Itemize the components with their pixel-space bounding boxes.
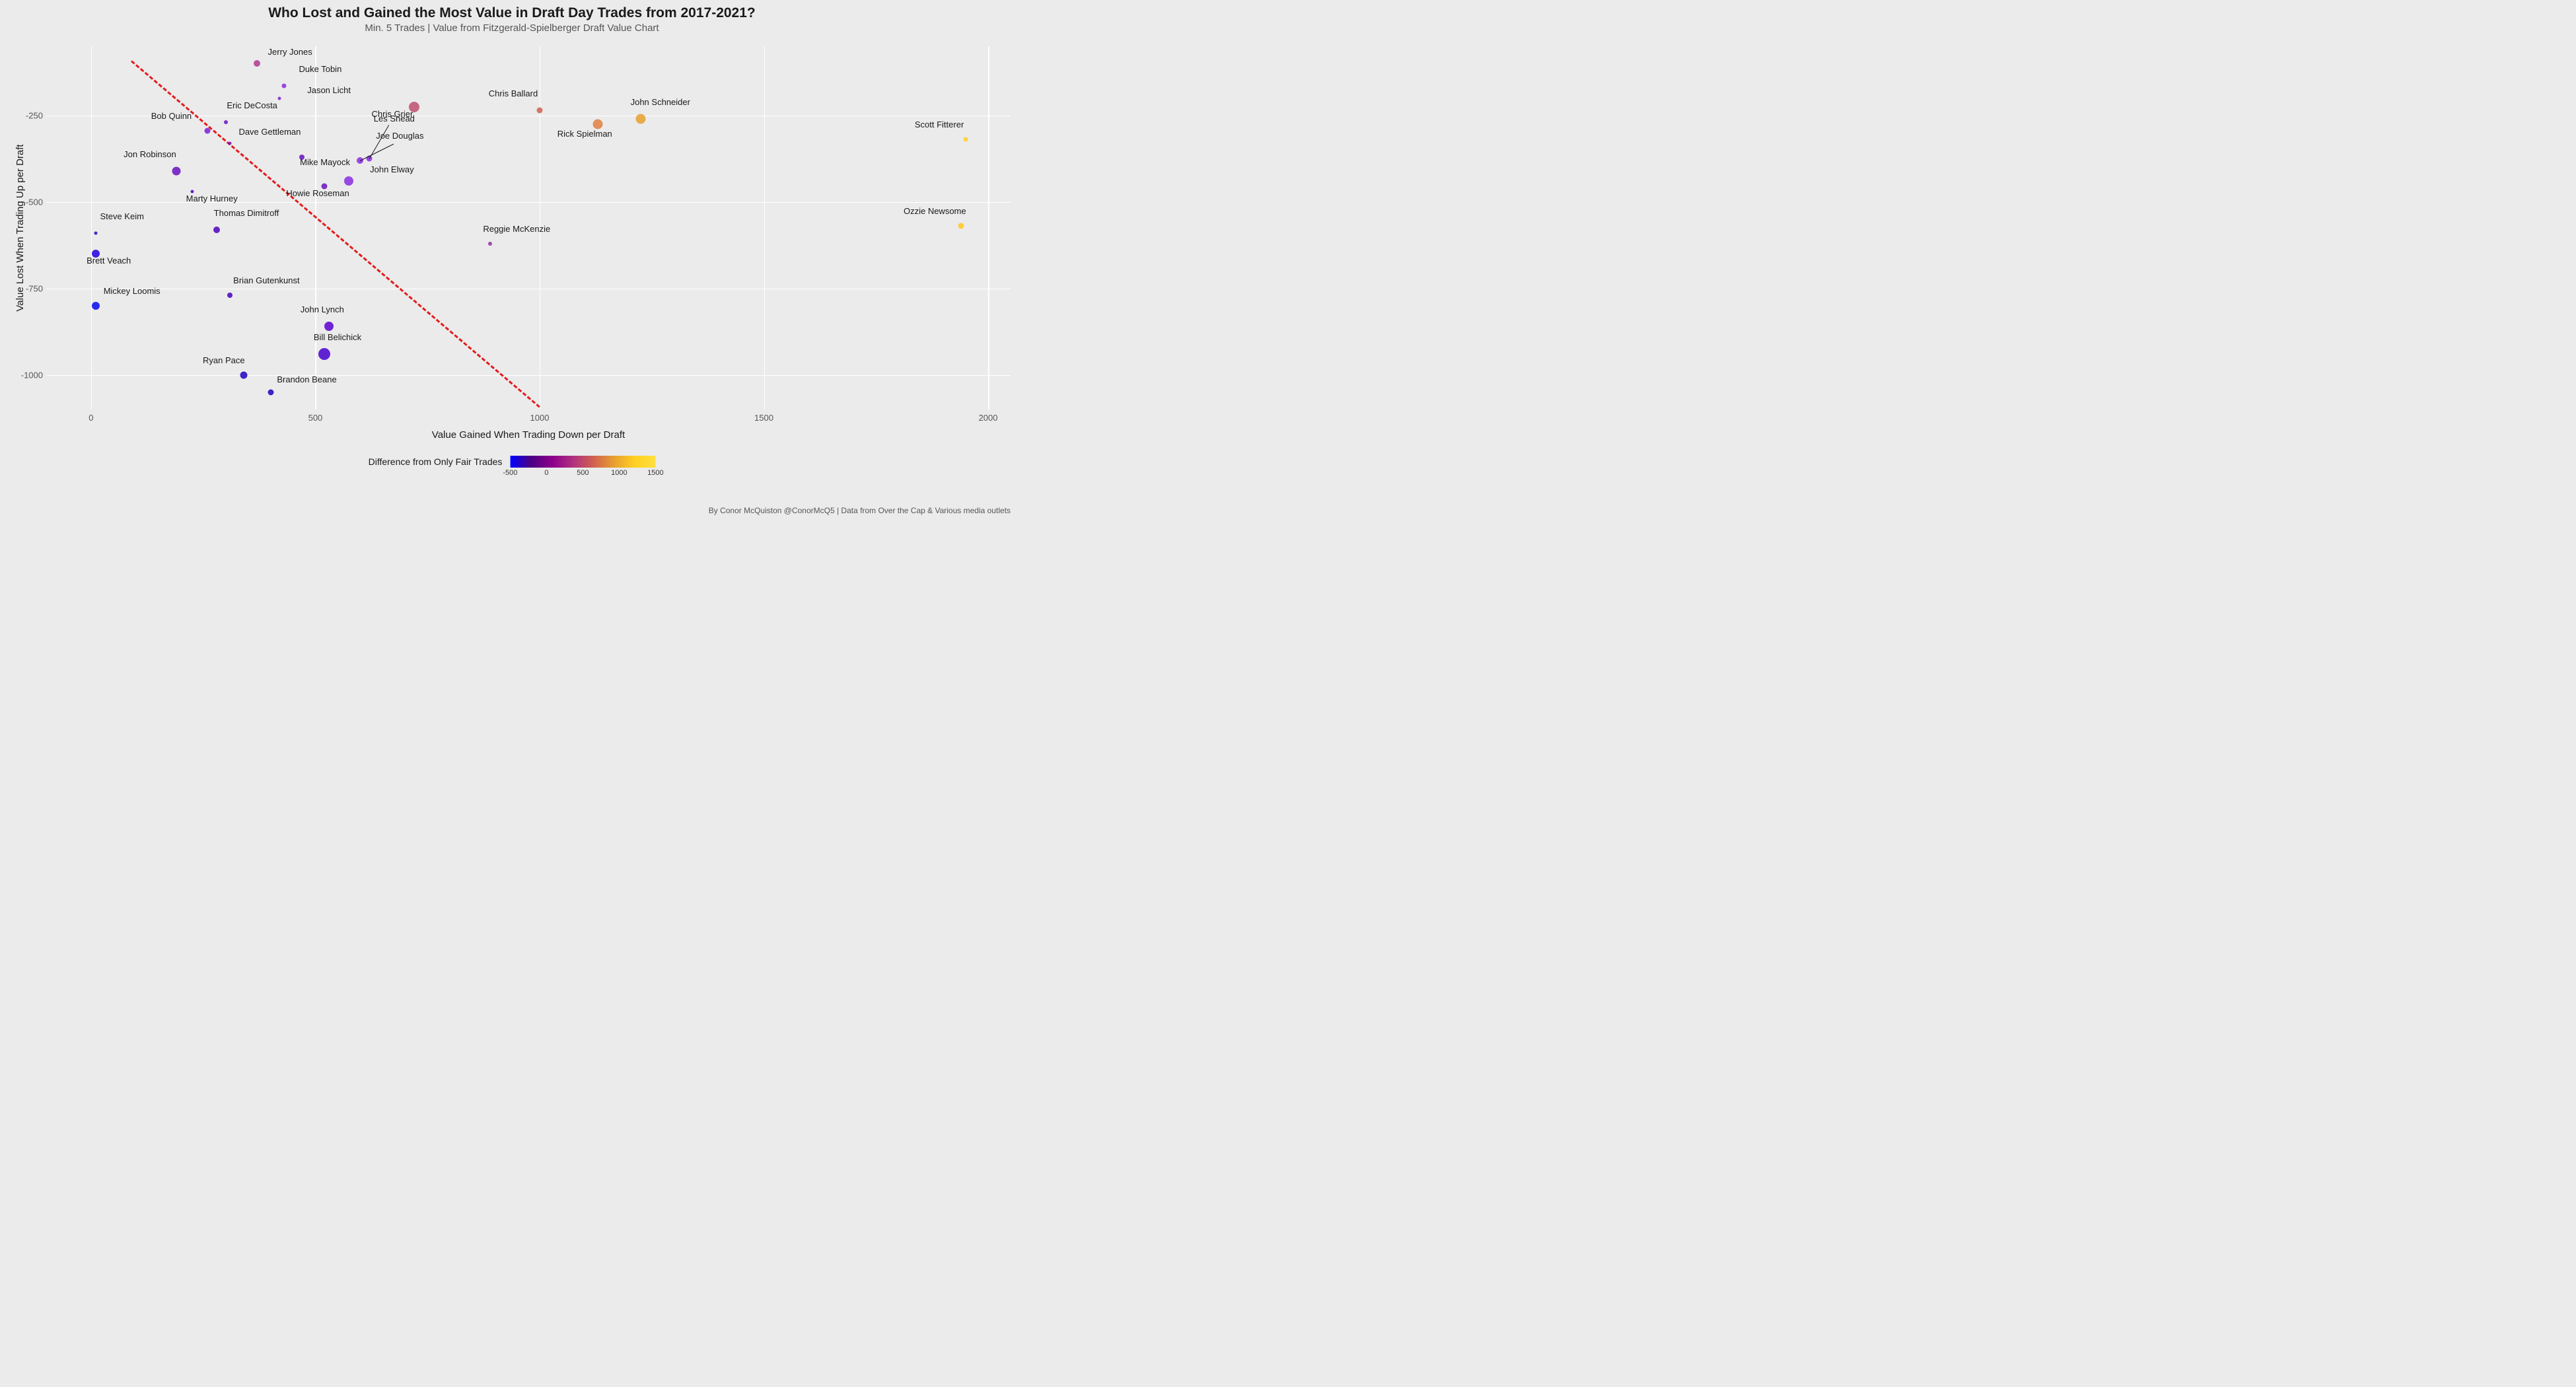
x-tick-label: 1500 <box>754 413 773 423</box>
x-axis-label: Value Gained When Trading Down per Draft <box>432 429 625 441</box>
colorbar-tick: 1500 <box>647 469 663 477</box>
data-point-label: Jon Robinson <box>124 149 176 159</box>
data-point-label: Dave Gettleman <box>238 127 301 137</box>
data-point-label: Mickey Loomis <box>104 286 161 296</box>
plot-area: Value Gained When Trading Down per Draft… <box>46 46 1011 409</box>
gridline-h <box>46 202 1011 203</box>
gridline-v <box>764 46 766 409</box>
data-point <box>240 371 247 378</box>
x-tick-label: 0 <box>89 413 93 423</box>
data-point <box>92 302 100 310</box>
data-point-label: Eric DeCosta <box>227 100 277 110</box>
data-point <box>278 96 281 100</box>
gridline-h <box>46 289 1011 290</box>
data-point-label: Steve Keim <box>100 211 143 221</box>
data-point-label: Mike Mayock <box>300 157 350 167</box>
x-tick-label: 2000 <box>979 413 998 423</box>
data-point-label: Ryan Pace <box>203 355 245 365</box>
color-legend: Difference from Only Fair Trades -500050… <box>369 456 656 468</box>
y-tick-label: -750 <box>3 283 43 293</box>
x-tick-label: 500 <box>308 413 323 423</box>
data-point-label: Chris Ballard <box>489 89 538 98</box>
data-point <box>94 231 97 234</box>
data-point-label: Duke Tobin <box>299 64 342 74</box>
gridline-v <box>988 46 989 409</box>
titles: Who Lost and Gained the Most Value in Dr… <box>0 0 1024 34</box>
data-point <box>318 348 330 360</box>
data-point <box>322 184 328 190</box>
data-point <box>635 114 645 124</box>
data-point <box>536 107 542 113</box>
colorbar: -500050010001500 <box>510 456 655 468</box>
data-point <box>92 250 100 258</box>
data-point-label: Howie Roseman <box>286 188 349 198</box>
data-point-label: Bill Belichick <box>314 332 361 342</box>
data-point-label: Thomas Dimitroff <box>214 208 279 218</box>
data-point-label: Brian Gutenkunst <box>233 275 299 285</box>
colorbar-tick: 0 <box>544 469 548 477</box>
leader-line <box>360 143 394 160</box>
data-point <box>299 155 304 160</box>
colorbar-tick: 1000 <box>611 469 627 477</box>
data-point <box>172 166 180 175</box>
data-point <box>281 84 286 89</box>
data-point <box>205 128 211 134</box>
data-point-label: John Elway <box>370 164 413 174</box>
reference-line <box>131 60 540 408</box>
y-tick-label: -500 <box>3 197 43 207</box>
legend-title: Difference from Only Fair Trades <box>369 456 503 467</box>
data-point <box>409 102 419 112</box>
data-point <box>268 389 273 395</box>
data-point <box>254 60 260 67</box>
data-point <box>229 141 232 145</box>
data-point <box>344 176 353 186</box>
data-point-label: Jerry Jones <box>268 47 312 57</box>
data-point-label: Rick Spielman <box>557 129 612 139</box>
y-tick-label: -1000 <box>3 370 43 380</box>
data-point <box>958 223 964 229</box>
x-tick-label: 1000 <box>530 413 550 423</box>
colorbar-tick: -500 <box>503 469 517 477</box>
data-point <box>190 190 194 194</box>
gridline-v <box>315 46 316 409</box>
data-point <box>488 242 492 246</box>
data-point <box>224 120 228 124</box>
data-point-label: Jason Licht <box>307 85 351 95</box>
data-point <box>213 227 220 233</box>
data-point-label: Ozzie Newsome <box>904 206 966 216</box>
data-point <box>227 293 233 298</box>
chart-title: Who Lost and Gained the Most Value in Dr… <box>0 5 1024 21</box>
data-point-label: John Lynch <box>301 304 344 314</box>
data-point-label: Scott Fitterer <box>915 120 964 129</box>
y-tick-label: -250 <box>3 110 43 120</box>
data-point <box>593 119 603 129</box>
chart-caption: By Conor McQuiston @ConorMcQ5 | Data fro… <box>709 506 1011 515</box>
gridline-v <box>91 46 92 409</box>
chart-subtitle: Min. 5 Trades | Value from Fitzgerald-Sp… <box>0 22 1024 34</box>
data-point <box>964 137 968 142</box>
gridline-v <box>540 46 541 409</box>
gridline-h <box>46 116 1011 117</box>
data-point <box>324 322 334 331</box>
data-point-label: Chris Grier <box>372 109 413 119</box>
chart-container: Who Lost and Gained the Most Value in Dr… <box>0 0 1024 535</box>
colorbar-tick: 500 <box>577 469 589 477</box>
gridline-h <box>46 375 1011 376</box>
data-point-label: John Schneider <box>631 97 690 107</box>
